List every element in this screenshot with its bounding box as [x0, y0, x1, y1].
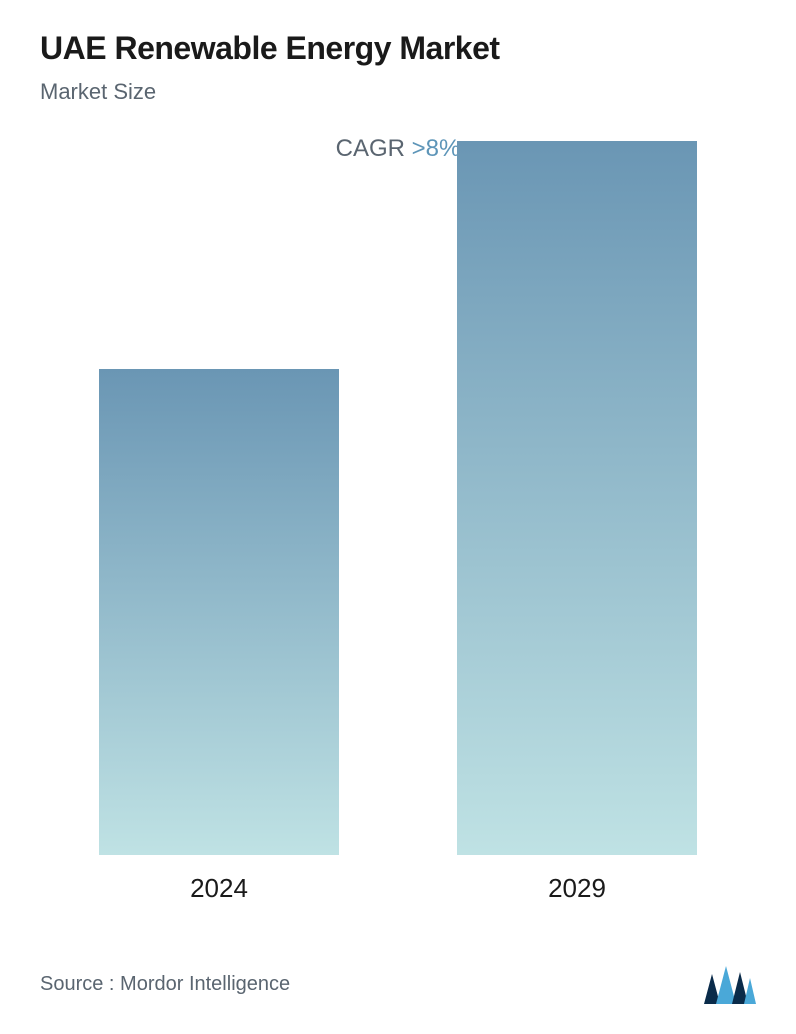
cagr-label: CAGR — [336, 135, 412, 162]
source-text: Source : Mordor Intelligence — [40, 973, 290, 996]
chart-subtitle: Market Size — [40, 79, 756, 105]
bars-wrap: 2024 2029 — [40, 190, 756, 904]
brand-logo-icon — [704, 964, 756, 1004]
chart-container: UAE Renewable Energy Market Market Size … — [0, 0, 796, 1034]
bar — [457, 141, 697, 855]
chart-plot-area: 2024 2029 — [40, 190, 756, 904]
bar-slot: 2029 — [457, 141, 697, 904]
bar — [99, 369, 339, 855]
logo-shape-2 — [716, 966, 736, 1004]
cagr-value: >8% — [412, 135, 461, 162]
logo-shape-4 — [744, 978, 756, 1004]
footer: Source : Mordor Intelligence — [40, 964, 756, 1004]
bar-category-label: 2029 — [548, 873, 606, 904]
chart-title: UAE Renewable Energy Market — [40, 30, 756, 67]
bar-slot: 2024 — [99, 369, 339, 904]
bar-category-label: 2024 — [190, 873, 248, 904]
